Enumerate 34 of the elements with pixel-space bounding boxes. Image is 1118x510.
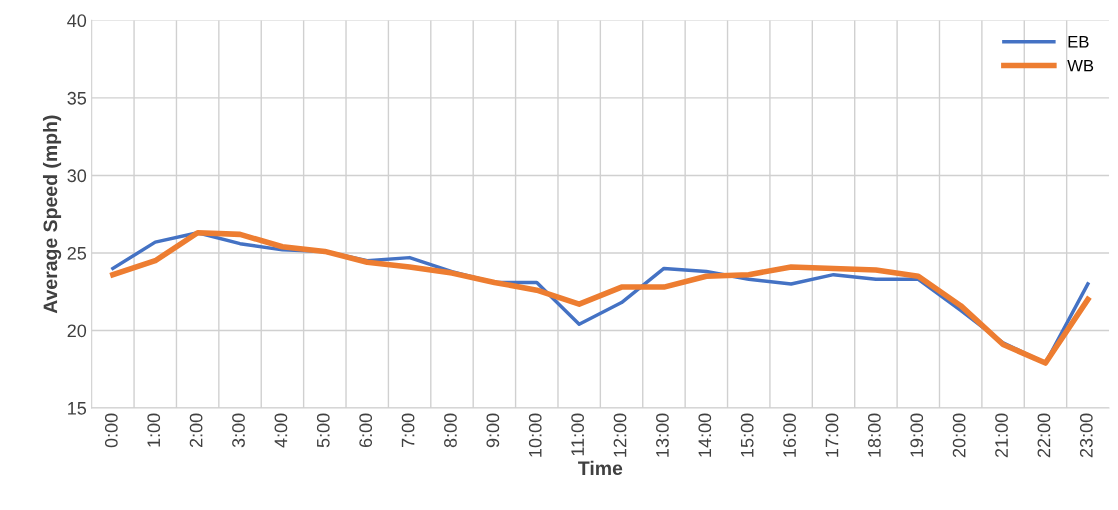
x-tick-label: 10:00 bbox=[528, 413, 542, 457]
x-tick-label: 0:00 bbox=[104, 413, 118, 448]
x-tick-label: 19:00 bbox=[910, 413, 924, 457]
x-tick-label: 8:00 bbox=[444, 413, 457, 448]
x-tick-label: 21:00 bbox=[995, 413, 1008, 458]
x-tick-label: 5:00 bbox=[316, 413, 330, 448]
y-tick-label: 35 bbox=[67, 91, 87, 105]
x-tick-label: 6:00 bbox=[359, 413, 373, 448]
y-tick-label: 25 bbox=[67, 246, 87, 260]
x-tick-label: 14:00 bbox=[698, 413, 712, 457]
legend-label: EB bbox=[1068, 36, 1089, 48]
x-tick-label: 18:00 bbox=[867, 413, 881, 457]
x-tick-label: 12:00 bbox=[613, 413, 627, 457]
x-tick-label: 13:00 bbox=[656, 413, 669, 457]
x-tick-label: 1:00 bbox=[147, 413, 161, 447]
x-tick-label: 20:00 bbox=[952, 413, 966, 458]
y-tick-label: 30 bbox=[67, 169, 87, 183]
x-tick-label: 15:00 bbox=[740, 413, 754, 457]
y-axis-title: Average Speed (mph) bbox=[42, 115, 62, 314]
x-tick-label: 3:00 bbox=[232, 413, 245, 448]
x-tick-label: 17:00 bbox=[825, 413, 839, 457]
x-axis-title: Time bbox=[578, 460, 623, 476]
x-tick-label: 4:00 bbox=[274, 413, 288, 448]
y-tick-label: 15 bbox=[68, 402, 87, 415]
y-tick-label: 40 bbox=[67, 14, 87, 28]
x-tick-label: 9:00 bbox=[486, 413, 500, 448]
x-tick-label: 23:00 bbox=[1079, 413, 1093, 458]
x-tick-label: 11:00 bbox=[571, 413, 585, 456]
x-tick-label: 2:00 bbox=[189, 413, 203, 448]
x-tick-label: 7:00 bbox=[401, 413, 415, 448]
x-tick-label: 16:00 bbox=[783, 413, 796, 457]
x-tick-label: 22:00 bbox=[1037, 413, 1051, 458]
legend-label: WB bbox=[1067, 59, 1094, 72]
y-tick-label: 20 bbox=[67, 324, 87, 338]
